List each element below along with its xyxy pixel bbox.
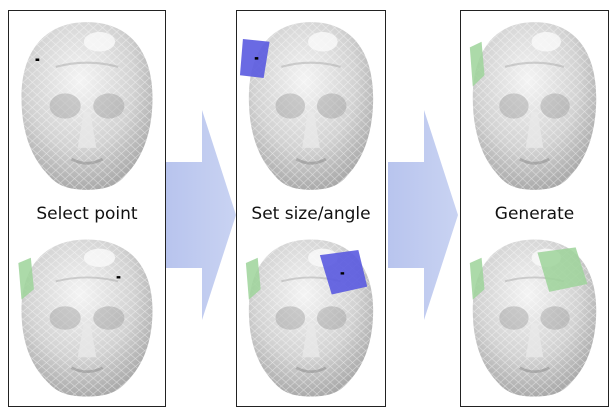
head-model-bottom <box>237 229 385 407</box>
selected-point[interactable] <box>35 58 40 62</box>
head-model-bottom <box>9 229 165 407</box>
right-arrow-icon <box>166 110 236 320</box>
selection-patch[interactable] <box>319 249 368 295</box>
selected-point[interactable] <box>340 272 345 275</box>
selected-point[interactable] <box>254 57 259 60</box>
panel-set-size-angle: Set size/angle <box>236 10 386 407</box>
panel-generate: Generate <box>460 10 609 407</box>
generated-patch <box>537 247 588 292</box>
step-label-generate: Generate <box>494 204 575 224</box>
generated-patch <box>18 257 34 300</box>
head-model-top <box>237 11 385 201</box>
generated-patch <box>469 41 485 87</box>
generated-patch <box>469 257 485 300</box>
step-label-select-point: Select point <box>36 204 138 224</box>
right-arrow-icon <box>388 110 458 320</box>
step-label-set-size-angle: Set size/angle <box>251 204 371 224</box>
head-model-top <box>461 11 608 201</box>
generated-patch <box>245 257 261 300</box>
selected-point[interactable] <box>116 276 121 279</box>
panel-select-point: Select point <box>8 10 166 407</box>
head-model-top <box>9 11 165 201</box>
head-model-bottom <box>461 229 608 407</box>
